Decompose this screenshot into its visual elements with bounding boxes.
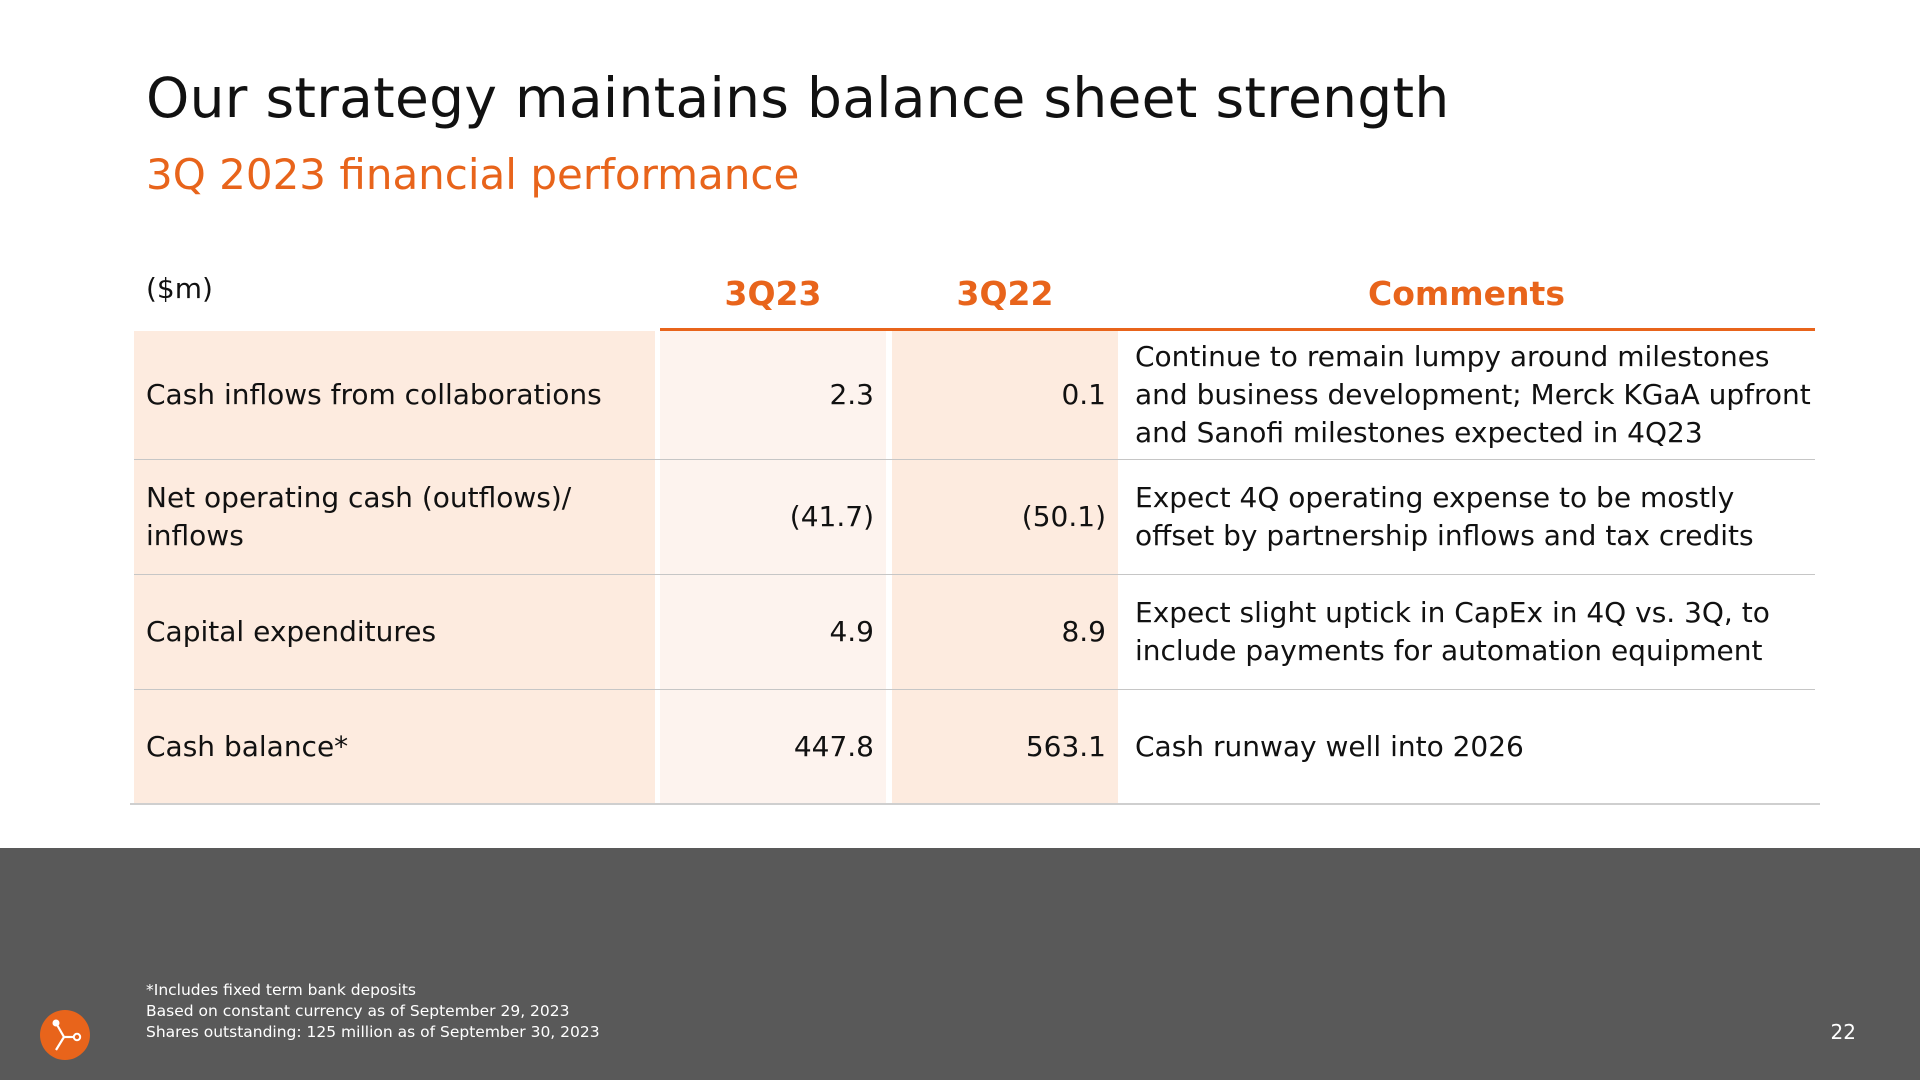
footer-band	[0, 848, 1920, 1080]
row-label: Net operating cash (outflows)/ inflows	[146, 481, 572, 552]
value-3q22: 8.9	[1061, 615, 1106, 648]
value-3q22: 563.1	[1025, 730, 1106, 763]
value-3q23: 4.9	[829, 615, 874, 648]
column-header-comments: Comments	[1368, 274, 1565, 313]
row-comment: Expect slight uptick in CapEx in 4Q vs. …	[1135, 596, 1770, 667]
table-row: Net operating cash (outflows)/ inflows (…	[130, 460, 1820, 574]
row-divider	[134, 459, 1815, 460]
q23-column-fill	[660, 331, 886, 804]
table-row: Cash inflows from collaborations 2.3 0.1…	[130, 331, 1820, 459]
company-logo-icon	[40, 1010, 90, 1060]
value-3q23: (41.7)	[789, 500, 874, 533]
row-label: Cash inflows from collaborations	[146, 378, 602, 411]
row-comment: Continue to remain lumpy around mileston…	[1135, 340, 1811, 449]
row-label: Cash balance*	[146, 730, 349, 763]
header-rule	[660, 328, 1815, 331]
value-3q23: 447.8	[793, 730, 874, 763]
row-comment: Expect 4Q operating expense to be mostly…	[1135, 481, 1754, 552]
page-subtitle: 3Q 2023 financial performance	[146, 150, 800, 199]
footnote: Based on constant currency as of Septemb…	[146, 1002, 570, 1020]
column-header-3q22: 3Q22	[956, 274, 1054, 313]
footnotes: *Includes fixed term bank deposits Based…	[146, 980, 600, 1043]
table-row: Cash balance* 447.8 563.1 Cash runway we…	[130, 690, 1820, 804]
footnote: *Includes fixed term bank deposits	[146, 981, 416, 999]
page-number: 22	[1830, 1020, 1856, 1044]
footnote: Shares outstanding: 125 million as of Se…	[146, 1023, 600, 1041]
label-column-fill	[134, 331, 655, 804]
table-row: Capital expenditures 4.9 8.9 Expect slig…	[130, 575, 1820, 689]
row-divider	[134, 574, 1815, 575]
value-3q23: 2.3	[829, 378, 874, 411]
table-bottom-rule	[130, 803, 1820, 805]
row-comment: Cash runway well into 2026	[1135, 730, 1524, 763]
page-title: Our strategy maintains balance sheet str…	[146, 66, 1450, 130]
unit-label: ($m)	[146, 272, 213, 305]
value-3q22: (50.1)	[1021, 500, 1106, 533]
row-label: Capital expenditures	[146, 615, 437, 648]
q22-column-fill	[892, 331, 1118, 804]
row-divider	[134, 689, 1815, 690]
column-header-3q23: 3Q23	[724, 274, 822, 313]
value-3q22: 0.1	[1061, 378, 1106, 411]
